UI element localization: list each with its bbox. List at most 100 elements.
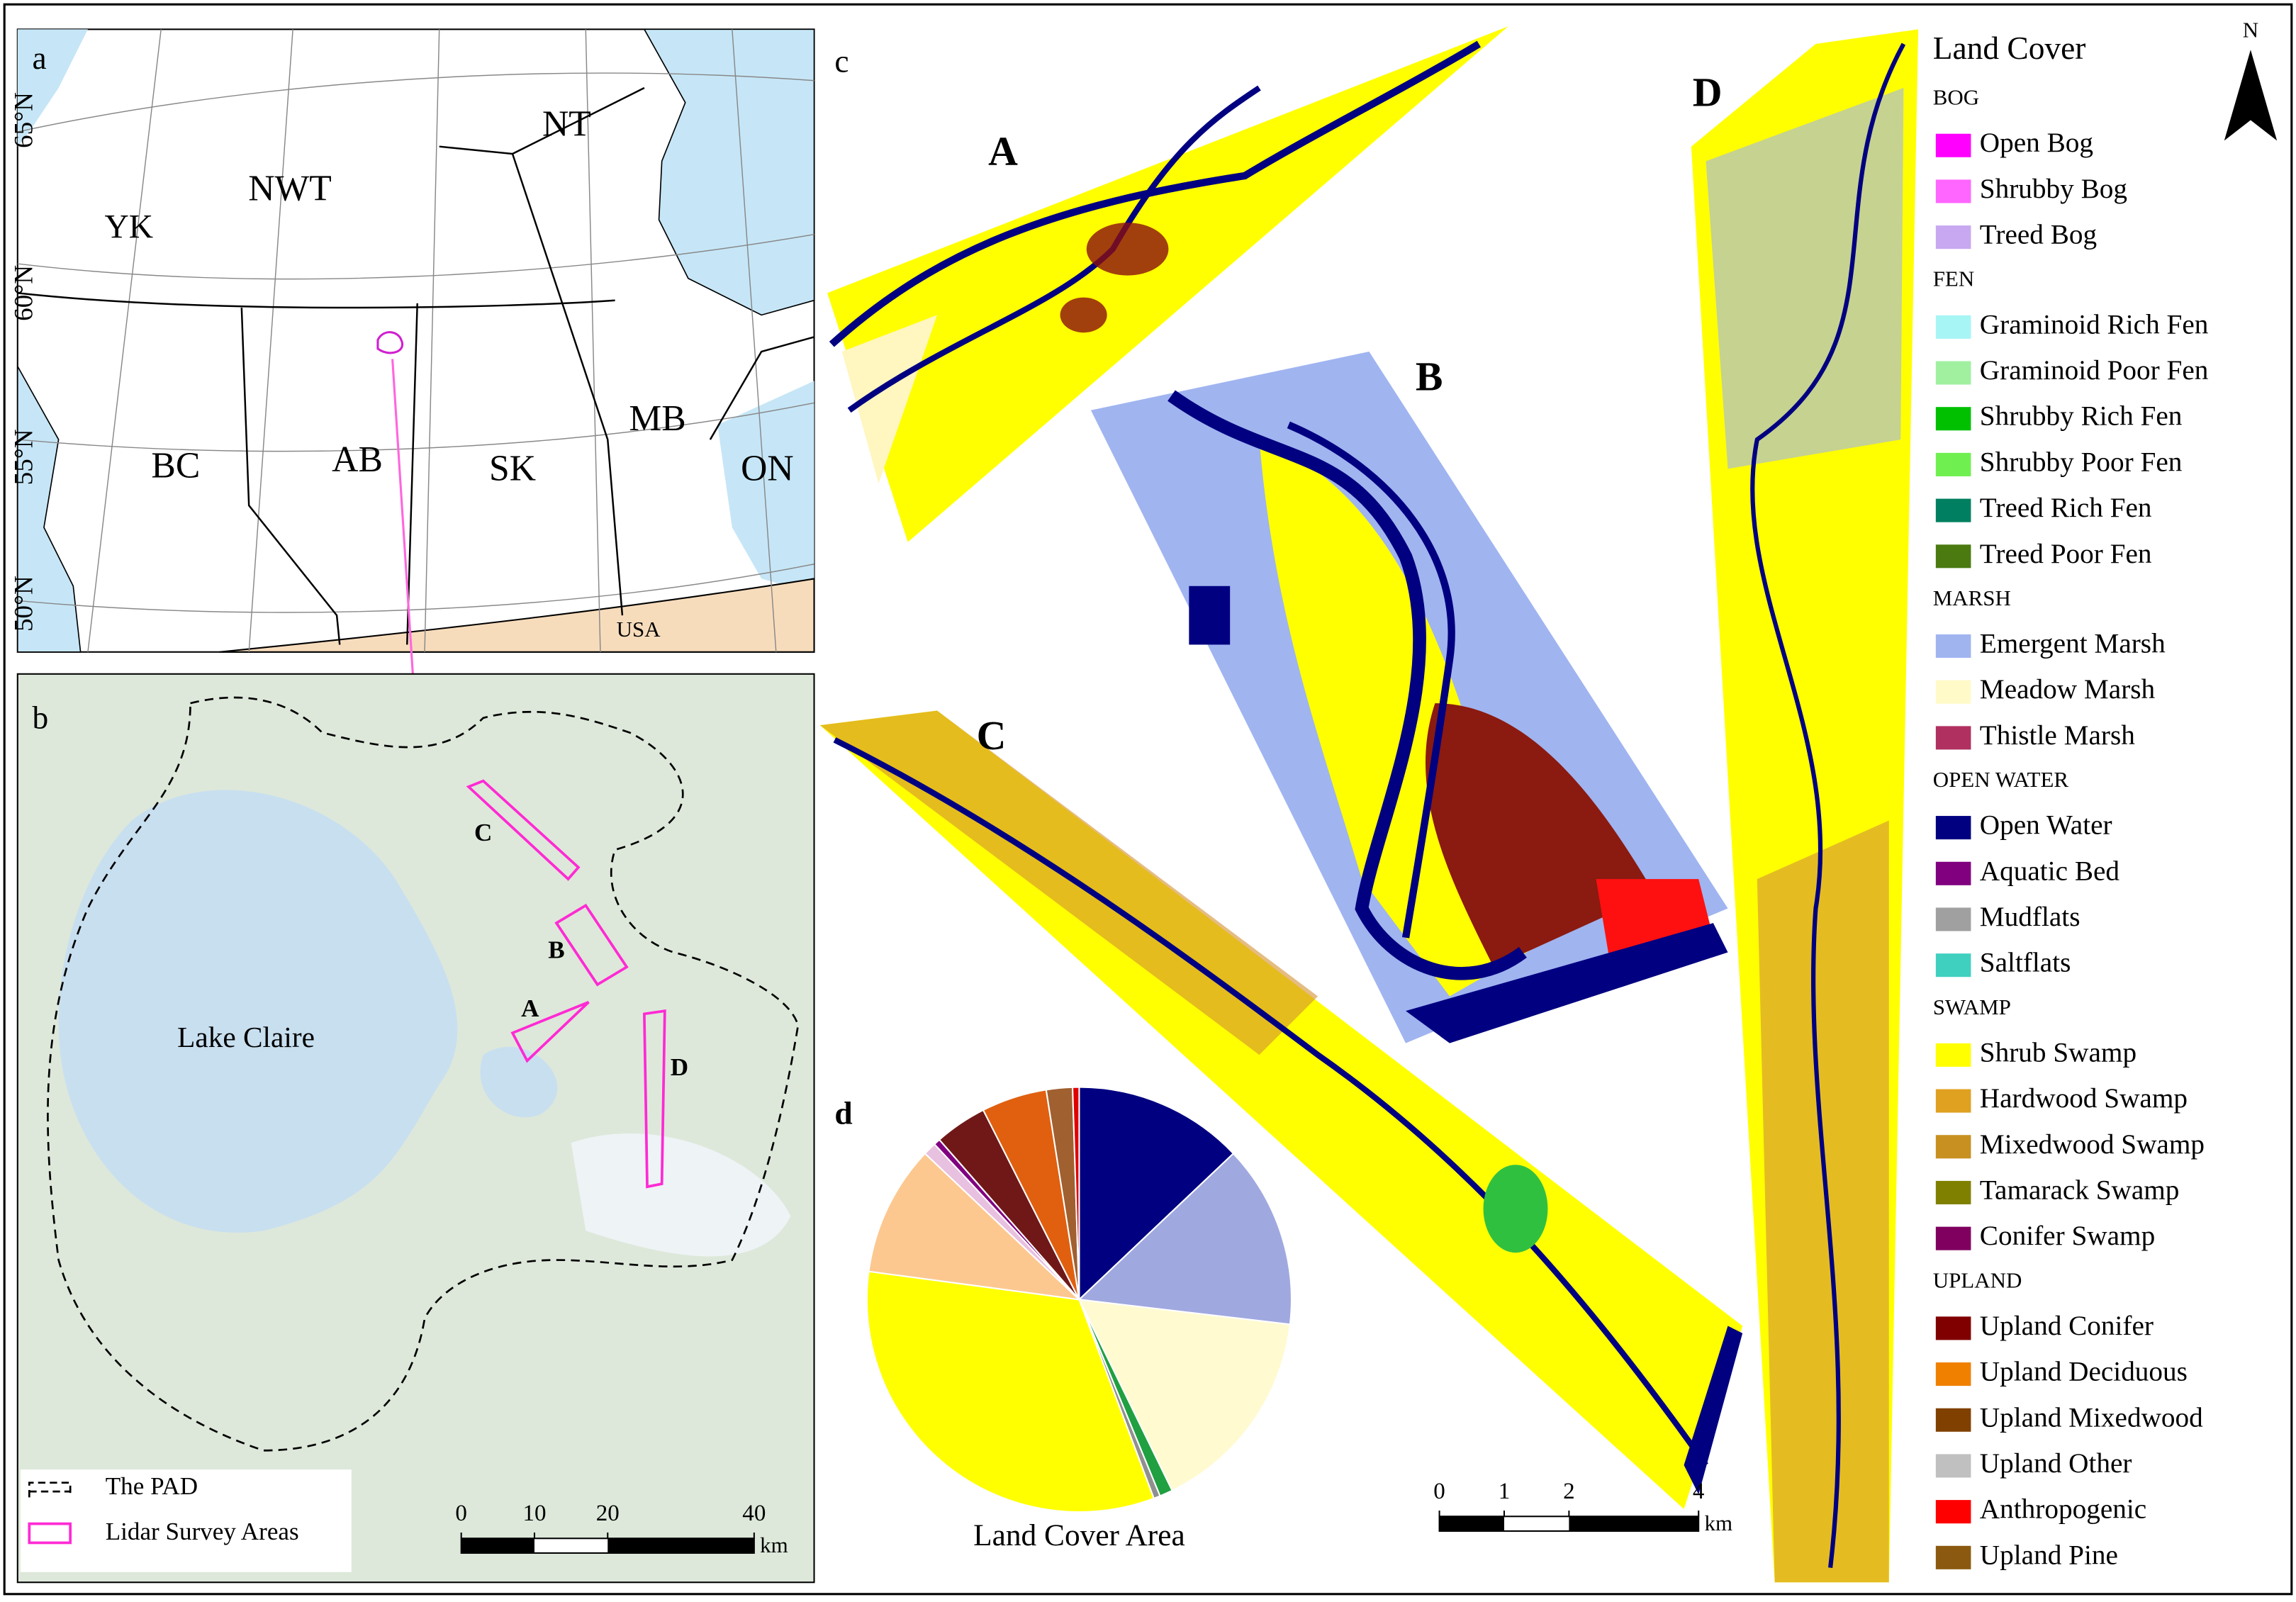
scale-tick-label: 0 — [455, 1501, 467, 1526]
pie-chart — [866, 1086, 1292, 1513]
legend-group: MARSH — [1933, 586, 2011, 610]
region-label: NT — [542, 104, 591, 145]
mamawi-lake — [480, 1046, 558, 1118]
area-label: C — [474, 819, 492, 846]
legend-group: UPLAND — [1933, 1267, 2022, 1292]
legend-label: Upland Mixedwood — [1980, 1402, 2203, 1433]
region-label: USA — [617, 617, 661, 642]
area-c-map — [819, 710, 1743, 1509]
legend-label: Upland Deciduous — [1980, 1357, 2188, 1387]
river — [833, 737, 1708, 1467]
area-label: D — [1693, 69, 1723, 116]
legend-swatch — [1935, 315, 1971, 339]
legend-swatch — [1935, 1500, 1971, 1524]
panel-b: b Lake Claire C B A D The PAD Lidar Surv… — [16, 673, 815, 1584]
legend-label: Conifer Swamp — [1980, 1221, 2155, 1251]
region-label: NWT — [248, 169, 332, 209]
hardwood-swamp — [1757, 820, 1889, 1583]
latitude-label: 50°N — [10, 576, 39, 632]
panel-label: b — [32, 699, 48, 735]
fen-patch — [1483, 1165, 1548, 1253]
legend-swatch — [1935, 907, 1971, 931]
north-arrow — [2224, 50, 2278, 141]
legend-swatch — [1935, 680, 1971, 704]
panel-a: a 65°N 60°N 55°N 50°N YK NWT NT BC AB SK MB ON USA — [10, 28, 815, 736]
legend-group: FEN — [1933, 267, 1975, 291]
region-label: ON — [741, 448, 794, 488]
legend-group: BOG — [1933, 85, 1979, 110]
scale-tick-label: 40 — [742, 1501, 766, 1526]
pad-boundary — [47, 696, 800, 1452]
legend-swatch — [1935, 1180, 1971, 1205]
upland-patch — [1086, 223, 1169, 276]
pie-slice — [1077, 1299, 1292, 1492]
boundaries — [17, 86, 814, 645]
legend-label: Graminoid Rich Fen — [1980, 309, 2209, 340]
legend-label: Upland Conifer — [1980, 1311, 2154, 1341]
legend-label: Lidar Survey Areas — [106, 1518, 299, 1545]
legend-title: Land Cover — [1933, 30, 2086, 66]
pie-title: Land Cover Area — [973, 1518, 1185, 1552]
legend-swatch — [1935, 498, 1971, 522]
river — [1287, 421, 1455, 939]
legend-label: Tamarack Swamp — [1980, 1175, 2180, 1205]
latitude-label: 60°N — [10, 265, 39, 321]
water-patch — [1406, 923, 1728, 1043]
legend-label: Treed Rich Fen — [1980, 493, 2152, 523]
pie-slice — [1071, 1086, 1080, 1300]
pie-slice — [868, 1152, 1082, 1301]
scale-bar-segment — [1569, 1516, 1699, 1531]
legend-label: Mixedwood Swamp — [1980, 1129, 2205, 1160]
marsh-patch — [1706, 88, 1904, 469]
legend-swatch — [1935, 225, 1971, 250]
legend-swatch — [1935, 1408, 1971, 1432]
pie-slice — [866, 1270, 1155, 1513]
area-label: A — [521, 995, 539, 1022]
north-label: N — [2243, 18, 2258, 43]
region-label: MB — [629, 398, 685, 439]
legend-swatch — [1935, 361, 1971, 385]
place-label: Lake Claire — [177, 1021, 315, 1053]
scale-tick-label: 2 — [1563, 1479, 1575, 1504]
scale-tick-label: 4 — [1693, 1479, 1705, 1504]
area-label: C — [977, 712, 1007, 758]
legend-label: Saltflats — [1980, 948, 2071, 978]
legend-label: Open Bog — [1980, 128, 2093, 158]
scale-tick-label: 10 — [522, 1501, 546, 1526]
latitude-label: 65°N — [10, 92, 39, 148]
water-patch — [1684, 1326, 1743, 1495]
panel-label: c — [834, 43, 849, 79]
scale-bar-segment — [607, 1538, 754, 1553]
region-label: YK — [104, 208, 153, 245]
legend-label: Aquatic Bed — [1980, 856, 2120, 886]
legend-group: SWAMP — [1933, 995, 2011, 1019]
legend-label: Shrubby Rich Fen — [1980, 401, 2183, 432]
legend-label: Graminoid Poor Fen — [1980, 355, 2209, 386]
legend-label: Treed Poor Fen — [1980, 539, 2152, 569]
river — [1750, 43, 1906, 1568]
legend-swatch — [1935, 1545, 1971, 1569]
river — [829, 40, 1482, 347]
scale-tick-label: 0 — [1433, 1479, 1445, 1504]
pacific — [16, 364, 82, 653]
legend-label: Treed Bog — [1980, 220, 2097, 250]
hudson-bay — [643, 28, 815, 316]
pad-swatch — [28, 1481, 72, 1498]
area-label: D — [671, 1053, 688, 1081]
legend-label: The PAD — [106, 1472, 198, 1500]
region-label: BC — [151, 445, 200, 486]
legend-label: Hardwood Swamp — [1980, 1083, 2188, 1114]
legend-swatch — [1935, 953, 1971, 978]
legend-swatch — [1935, 133, 1971, 157]
legend-label: Upland Other — [1980, 1448, 2132, 1479]
scale-bar-segment — [461, 1538, 534, 1553]
latitude-label: 55°N — [10, 429, 39, 485]
upland-patch — [1060, 297, 1107, 333]
legend-label: Shrubby Poor Fen — [1980, 447, 2183, 477]
panel-label: d — [834, 1094, 852, 1131]
panel-c: c d A B C D 0 1 2 4 km Land Cover Area — [819, 26, 1919, 1583]
usa — [219, 578, 815, 653]
arctic — [17, 29, 88, 147]
scale-bar-segment — [1439, 1516, 1504, 1531]
